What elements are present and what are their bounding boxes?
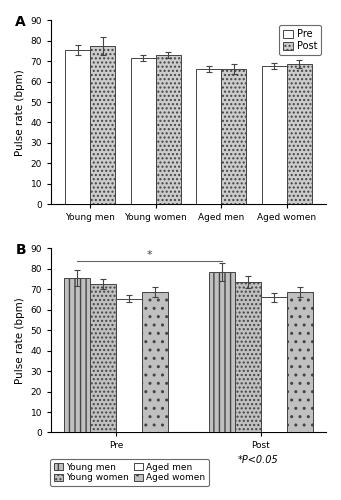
Bar — [261, 298, 287, 432]
Bar — [131, 58, 156, 204]
Bar — [235, 282, 261, 432]
Bar — [287, 64, 312, 204]
Bar — [196, 70, 221, 204]
Bar — [287, 292, 313, 432]
Legend: Young men, Young women, Aged men, Aged women: Young men, Young women, Aged men, Aged w… — [50, 459, 209, 486]
Y-axis label: Pulse rate (bpm): Pulse rate (bpm) — [15, 69, 25, 156]
Bar — [221, 70, 246, 204]
Bar — [142, 292, 168, 432]
Bar — [209, 272, 235, 432]
Text: *P<0.05: *P<0.05 — [238, 454, 279, 464]
Text: *: * — [147, 250, 152, 260]
Y-axis label: Pulse rate (bpm): Pulse rate (bpm) — [15, 297, 25, 384]
Bar — [90, 284, 116, 432]
Bar — [65, 50, 90, 204]
Bar — [262, 66, 287, 204]
Bar — [156, 55, 181, 204]
Text: A: A — [15, 14, 26, 28]
Bar — [116, 298, 142, 432]
Bar — [64, 278, 90, 432]
Legend: Pre, Post: Pre, Post — [279, 25, 321, 55]
Bar — [90, 46, 115, 204]
Text: B: B — [15, 243, 26, 257]
